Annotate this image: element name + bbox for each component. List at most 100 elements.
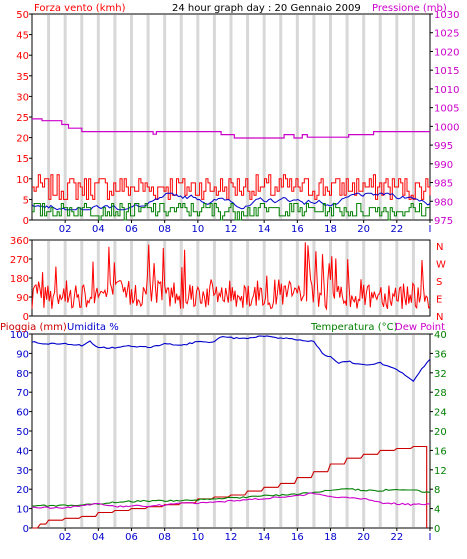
grid-band — [96, 241, 100, 315]
axis-tick-label: 5 — [23, 195, 29, 206]
grid-band — [378, 335, 382, 527]
grid-band — [312, 15, 316, 219]
grid-band — [63, 335, 67, 527]
grid-band — [146, 335, 150, 527]
grid-band — [80, 241, 84, 315]
grid-band — [411, 241, 415, 315]
grid-band — [196, 335, 200, 527]
grid-band — [212, 241, 216, 315]
wind-gust-line — [32, 174, 431, 200]
axis-tick-label: 1000 — [434, 122, 459, 133]
axis-tick-label: 0 — [23, 216, 29, 227]
axis-tick-label: 20 — [16, 134, 29, 145]
x-tick-label: 10 — [191, 532, 204, 543]
grid-band — [80, 335, 84, 527]
axis-tick-label: 24 — [434, 408, 447, 419]
axis-tick-label: 990 — [434, 160, 453, 171]
x-tick-label: 12 — [225, 224, 238, 235]
x-tick-label: 04 — [92, 532, 105, 543]
grid-band — [411, 335, 415, 527]
grid-band — [262, 15, 266, 219]
grid-band — [146, 15, 150, 219]
grid-band — [345, 335, 349, 527]
x-tick-label: 16 — [291, 224, 304, 235]
axis-tick-label: 180 — [10, 274, 29, 285]
grid-band — [163, 15, 167, 219]
axis-tick-label: 1025 — [434, 29, 459, 40]
axis-tick-label: 50 — [16, 427, 29, 438]
axis-tick-label: 0 — [23, 312, 29, 323]
panel-wind-pressure-series — [31, 118, 431, 221]
x-tick-label: 06 — [125, 224, 138, 235]
grid-band — [229, 15, 233, 219]
axis-tick-label: 35 — [16, 72, 29, 83]
grid-band — [362, 15, 366, 219]
grid-band — [295, 241, 299, 315]
wind-low-line — [32, 203, 430, 221]
x-tick-label: 22 — [390, 532, 403, 543]
axis-tick-label: 50 — [16, 10, 29, 21]
grid-band — [378, 241, 382, 315]
axis-tick-label: 4 — [434, 505, 440, 516]
humidity-axis-label: Umidita % — [67, 322, 119, 333]
x-tick-label: I — [429, 224, 432, 235]
grid-band — [63, 15, 67, 219]
axis-tick-label: 1030 — [434, 10, 459, 21]
axis-tick-label: 10 — [16, 505, 29, 516]
chart-title: 24 hour graph day : 20 Gennaio 2009 — [172, 3, 361, 14]
grid-band — [279, 335, 283, 527]
rain-axis-label: Pioggia (mm) — [0, 322, 67, 333]
x-tick-label: 16 — [291, 532, 304, 543]
x-tick-label: 20 — [357, 224, 370, 235]
grid-band — [163, 335, 167, 527]
axis-tick-label: 40 — [16, 446, 29, 457]
grid-band — [362, 335, 366, 527]
grid-band — [395, 15, 399, 219]
x-tick-label: 04 — [92, 224, 105, 235]
axis-tick-label: 100 — [10, 330, 29, 341]
grid-band — [130, 241, 133, 315]
grid-band — [246, 241, 250, 315]
axis-tick-label: 20 — [434, 427, 447, 438]
axis-tick-label: 8 — [434, 485, 440, 496]
rain-line — [32, 445, 428, 529]
grid-band — [295, 335, 299, 527]
x-tick-label: 02 — [59, 224, 72, 235]
grid-band — [395, 241, 399, 315]
x-tick-label: 14 — [258, 532, 271, 543]
axis-tick-label: 70 — [16, 388, 29, 399]
axis-tick-label: 12 — [434, 466, 447, 477]
axis-tick-label: 90 — [16, 293, 29, 304]
grid-band — [196, 241, 200, 315]
grid-band — [179, 335, 183, 527]
compass-label: W — [436, 260, 446, 271]
grid-band — [196, 15, 200, 219]
wind-direction-line — [31, 242, 431, 311]
axis-tick-label: 0 — [434, 524, 440, 535]
axis-tick-label: 15 — [16, 154, 29, 165]
axis-tick-label: 40 — [434, 330, 447, 341]
grid-band — [345, 15, 349, 219]
axis-tick-label: 1010 — [434, 85, 459, 96]
grid-band — [96, 15, 100, 219]
grid-band — [246, 15, 250, 219]
grid-band — [279, 15, 283, 219]
axis-tick-label: 28 — [434, 388, 447, 399]
axis-tick-label: 985 — [434, 179, 453, 190]
axis-tick-label: 0 — [23, 524, 29, 535]
x-tick-label: 18 — [324, 224, 337, 235]
grid-band — [312, 241, 316, 315]
grid-band — [130, 335, 133, 527]
x-tick-label: 02 — [59, 532, 72, 543]
temperature-axis-label: Temperatura (°C) — [310, 322, 398, 333]
x-tick-label: 08 — [158, 224, 171, 235]
x-tick-label: 06 — [125, 532, 138, 543]
axis-tick-label: 80 — [16, 369, 29, 380]
x-tick-label: 20 — [357, 532, 370, 543]
axis-tick-label: 30 — [16, 466, 29, 477]
grid-band — [229, 241, 233, 315]
axis-tick-label: 10 — [16, 175, 29, 186]
axis-tick-label: 1005 — [434, 104, 459, 115]
axis-tick-label: 45 — [16, 31, 29, 42]
